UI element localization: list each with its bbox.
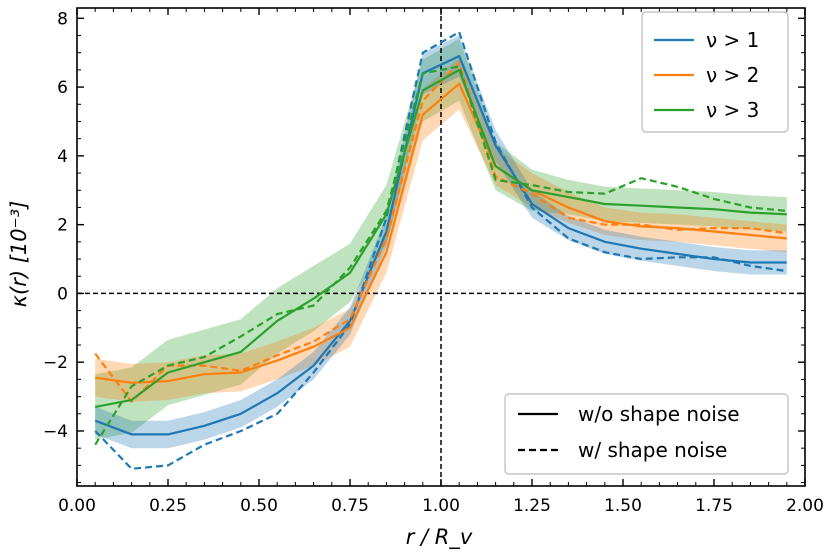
y-axis-label: κ(r) [10⁻³] — [7, 201, 31, 308]
line-nu3-solid — [94, 68, 787, 408]
legend-style-box — [504, 393, 789, 475]
x-tick-label: 2.00 — [786, 496, 824, 516]
line-nu1-solid — [94, 54, 787, 436]
legend-series: ν > 1 ν > 2 ν > 3 — [641, 11, 789, 133]
x-tick-label: 1.50 — [604, 496, 642, 516]
line-nu1-dashed — [94, 30, 787, 470]
y-tick-label: −4 — [43, 422, 68, 442]
y-tick-label: 0 — [57, 284, 68, 304]
x-tick-label: 0.00 — [58, 496, 96, 516]
legend-dashed-label: w/ shape noise — [578, 438, 727, 462]
x-axis-label: r / R_v — [406, 525, 473, 550]
legend-label-nu1: ν > 1 — [706, 28, 759, 52]
y-tick-label: −2 — [43, 353, 68, 373]
y-tick-label: 4 — [57, 147, 68, 167]
y-tick-label: 6 — [57, 78, 68, 98]
legend-solid-label: w/o shape noise — [578, 402, 740, 426]
confidence-bands — [95, 35, 787, 449]
line-nu2-solid — [95, 82, 787, 384]
plot-frame — [76, 7, 806, 487]
x-tick-label: 0.50 — [240, 496, 278, 516]
x-tick-label: 1.75 — [695, 496, 733, 516]
x-tick-labels: 0.00 0.25 0.50 0.75 1.00 1.25 1.50 1.75 2.00 — [58, 496, 824, 516]
band-nu3 — [95, 38, 787, 440]
x-tick-label: 0.25 — [149, 496, 187, 516]
line-nu2-dashed — [94, 61, 787, 403]
band-nu1 — [95, 35, 787, 449]
y-tick-labels: −4 −2 0 2 4 6 8 — [43, 9, 68, 442]
series-lines — [94, 30, 787, 470]
legend-style: w/o shape noise w/ shape noise — [504, 393, 789, 475]
legend-label-nu3: ν > 3 — [706, 98, 759, 122]
legend-label-nu2: ν > 2 — [706, 63, 759, 87]
legend-series-box — [641, 11, 789, 133]
reference-lines — [77, 8, 805, 486]
y-tick-label: 8 — [57, 9, 68, 29]
band-nu2 — [95, 57, 787, 402]
x-tick-label: 1.00 — [422, 496, 460, 516]
x-tick-label: 1.25 — [513, 496, 551, 516]
y-tick-label: 2 — [57, 216, 68, 236]
line-nu3-dashed — [94, 65, 787, 446]
x-tick-label: 0.75 — [331, 496, 369, 516]
